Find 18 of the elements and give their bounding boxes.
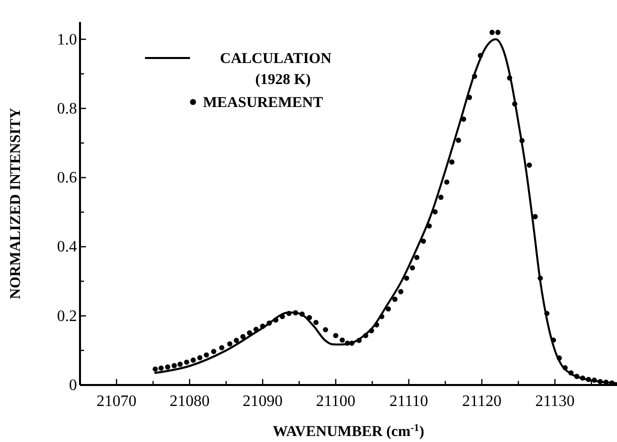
x-tick-label: 21120 [462,393,502,410]
x-tick-label: 21080 [170,393,210,410]
annotation: (1928 K) [255,72,311,88]
legend-label: MEASUREMENT [203,95,324,111]
x-tick-label: 21070 [96,393,137,410]
y-tick-label: 0.8 [57,100,77,118]
x-tick-label: 21130 [535,393,575,410]
x-tick-label: 21090 [242,393,283,410]
y-tick-label: 0.6 [57,170,77,187]
legend-label: CALCULATION [220,51,332,67]
x-axis-title: WAVENUMBER (cm$^{-1}$) [272,422,424,440]
y-tick-label: 0 [69,377,77,394]
y-tick-label: 1.0 [57,31,77,48]
y-axis-title: NORMALIZED INTENSITY [8,108,24,300]
x-tick-label: 21100 [316,393,356,410]
y-tick-label: 0.4 [57,238,77,256]
y-tick-label: 0.2 [57,308,77,325]
x-tick-label: 21110 [389,393,428,410]
